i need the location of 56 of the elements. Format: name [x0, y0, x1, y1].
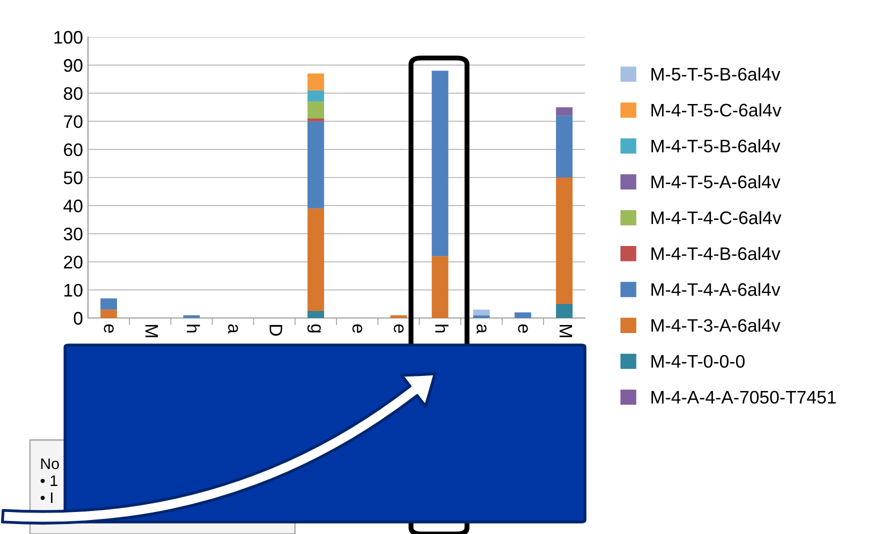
- bar: [183, 315, 200, 318]
- bar: [308, 74, 324, 90]
- legend-label: M-4-T-0-0-0: [652, 354, 745, 368]
- bar: [308, 102, 324, 118]
- legend-label: M-5-T-5-B-6al4v: [652, 67, 780, 81]
- y-tick-label: 50: [64, 171, 82, 184]
- y-tick-label: 80: [64, 87, 82, 100]
- bar: [308, 121, 324, 208]
- bar: [432, 70, 448, 256]
- y-tick-label: 40: [63, 200, 82, 212]
- bar: [308, 208, 324, 311]
- x-tick-label: e: [352, 324, 362, 333]
- bar: [308, 310, 324, 318]
- x-tick-label: D: [270, 325, 282, 336]
- y-tick-label: 20: [64, 256, 82, 269]
- bar: [432, 256, 448, 318]
- bar: [473, 315, 490, 318]
- legend-label: M-4-A-4-A-7050-T7451: [652, 390, 836, 404]
- y-tick-label: 10: [64, 284, 82, 297]
- legend-label: M-4-T-4-A-6al4v: [652, 282, 780, 296]
- x-tick-label: g: [307, 324, 321, 332]
- bar: [556, 304, 573, 318]
- x-tick-label: e: [394, 324, 404, 333]
- bar: [308, 90, 324, 102]
- text: No: [41, 458, 59, 470]
- y-tick-label: 0: [74, 312, 82, 325]
- bar: [514, 312, 532, 318]
- y-tick-label: 90: [64, 59, 82, 72]
- y-tick-label: 70: [64, 115, 82, 128]
- legend-label: M-4-T-5-C-6al4v: [652, 103, 782, 117]
- legend-label: M-4-T-4-B-6al4v: [652, 246, 780, 260]
- y-tick-label: 100: [54, 30, 82, 44]
- bar: [556, 107, 573, 116]
- bar: [390, 315, 407, 318]
- x-tick-label: M: [560, 325, 572, 338]
- x-tick-label: h: [435, 324, 448, 332]
- legend-label: M-4-T-5-B-6al4v: [652, 139, 780, 152]
- bar: [473, 310, 490, 316]
- legend-label: M-4-T-4-C-6al4v: [652, 210, 782, 224]
- bar: [100, 298, 117, 310]
- text: • I: [40, 492, 52, 503]
- bar: [556, 178, 573, 304]
- bar: [308, 118, 324, 122]
- bar: [556, 116, 573, 178]
- y-tick-label: 30: [64, 228, 82, 240]
- x-tick-label: a: [476, 324, 487, 334]
- y-tick-label: 60: [64, 143, 82, 156]
- x-tick-label: M: [145, 325, 158, 338]
- x-tick-label: e: [518, 324, 528, 333]
- bar: [100, 310, 117, 318]
- text: • 1: [40, 475, 58, 486]
- x-tick-label: a: [228, 324, 238, 334]
- legend-label: M-4-T-3-A-6al4v: [652, 318, 780, 332]
- legend-label: M-4-T-5-A-6al4v: [652, 175, 780, 188]
- x-tick-label: e: [104, 324, 114, 333]
- x-tick-label: h: [186, 324, 200, 332]
